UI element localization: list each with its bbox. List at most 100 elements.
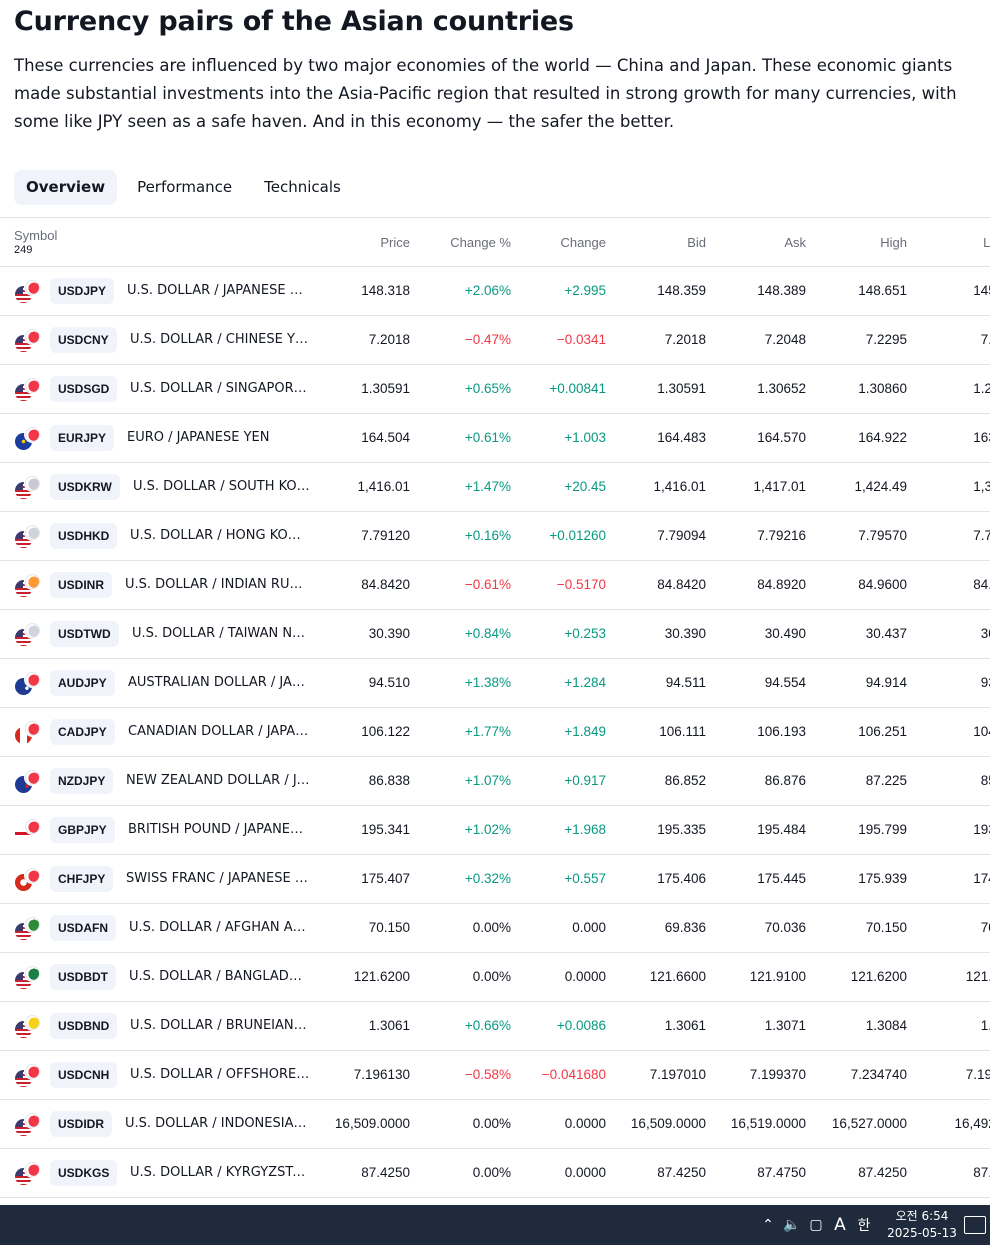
cell-bid: 7.197010 (649, 1067, 706, 1082)
symbol-badge[interactable]: USDCNY (50, 327, 117, 353)
currency-flags-icon (14, 1112, 41, 1137)
pair-description[interactable]: U.S. DOLLAR / BRUNEIAN D... (130, 1018, 310, 1033)
pair-description[interactable]: U.S. DOLLAR / OFFSHORE C... (130, 1067, 310, 1082)
symbol-badge[interactable]: USDINR (50, 572, 113, 598)
column-header-low[interactable]: Low (983, 235, 990, 250)
symbol-badge[interactable]: USDCNH (50, 1062, 118, 1088)
cell-change: −0.0341 (556, 332, 606, 347)
pair-description[interactable]: U.S. DOLLAR / AFGHAN AFG... (129, 920, 310, 935)
table-row[interactable]: USDHKD U.S. DOLLAR / HONG KONG ... 7.79120… (0, 512, 990, 561)
symbol-badge[interactable]: USDKGS (50, 1160, 118, 1186)
symbol-badge[interactable]: CADJPY (50, 719, 115, 745)
currency-flags-icon (14, 475, 41, 500)
table-row[interactable]: USDSGD U.S. DOLLAR / SINGAPORE D... 1.3059… (0, 365, 990, 414)
pair-description[interactable]: BRITISH POUND / JAPANESE ... (128, 822, 310, 837)
symbol-badge[interactable]: USDAFN (50, 915, 116, 941)
symbol-header[interactable]: Symbol 249 (14, 228, 57, 258)
cell-change-pct: +0.84% (464, 626, 511, 641)
pair-description[interactable]: U.S. DOLLAR / JAPANESE YEN (127, 283, 310, 298)
pair-description[interactable]: AUSTRALIAN DOLLAR / JAPA... (128, 675, 310, 690)
symbol-badge[interactable]: NZDJPY (50, 768, 114, 794)
table-row[interactable]: USDBND U.S. DOLLAR / BRUNEIAN D... 1.3061 +… (0, 1002, 990, 1051)
pair-description[interactable]: U.S. DOLLAR / TAIWAN NEW... (132, 626, 310, 641)
notification-icon[interactable] (964, 1216, 986, 1234)
symbol-badge[interactable]: USDTWD (50, 621, 119, 647)
symbol-badge[interactable]: USDBND (50, 1013, 118, 1039)
column-header-change[interactable]: Change (560, 235, 606, 250)
clock-time: 오전 6:54 (895, 1209, 949, 1223)
cell-high: 195.799 (858, 822, 907, 837)
column-header-ask[interactable]: Ask (784, 235, 806, 250)
twd-flag-icon (24, 622, 41, 639)
pair-description[interactable]: CANADIAN DOLLAR / JAPANE... (128, 724, 310, 739)
cell-ask: 1.3071 (764, 1018, 806, 1033)
currency-flags-icon (14, 426, 41, 451)
table-row[interactable]: USDBDT U.S. DOLLAR / BANGLADESH... 121.620… (0, 953, 990, 1002)
symbol-badge[interactable]: EURJPY (50, 425, 115, 451)
tab-overview[interactable]: Overview (14, 170, 118, 205)
column-header-change-pct[interactable]: Change % (450, 235, 511, 250)
table-row[interactable]: USDCNH U.S. DOLLAR / OFFSHORE C... 7.19613… (0, 1051, 990, 1100)
symbol-badge[interactable]: USDHKD (50, 523, 118, 549)
ime-language-indicator[interactable]: 한 (857, 1218, 871, 1234)
table-row[interactable]: USDCNY U.S. DOLLAR / CHINESE YUAN 7.2018 −0… (0, 316, 990, 365)
symbol-badge[interactable]: USDKRW (50, 474, 120, 500)
cell-change: 0.0000 (564, 1165, 606, 1180)
taskbar: ⌃ 🔈 ▢ A 한 오전 6:54 2025-05-13 (0, 1205, 990, 1245)
pair-description[interactable]: NEW ZEALAND DOLLAR / JA... (126, 773, 310, 788)
table-row[interactable]: GBPJPY BRITISH POUND / JAPANESE ... 195.34… (0, 806, 990, 855)
symbol-badge[interactable]: USDSGD (50, 376, 118, 402)
chevron-up-icon[interactable]: ⌃ (762, 1217, 774, 1233)
symbol-badge[interactable]: CHFJPY (50, 866, 114, 892)
volume-icon[interactable]: 🔈 (783, 1217, 801, 1233)
pair-description[interactable]: U.S. DOLLAR / CHINESE YUAN (130, 332, 310, 347)
currency-flags-icon (14, 671, 41, 696)
clock[interactable]: 오전 6:54 2025-05-13 (886, 1208, 958, 1242)
cell-change: +0.557 (564, 871, 606, 886)
pair-description[interactable]: U.S. DOLLAR / BANGLADESH... (129, 969, 310, 984)
table-row[interactable]: USDIDR U.S. DOLLAR / INDONESIAN ... 16,509… (0, 1100, 990, 1149)
cell-change-pct: 0.00% (472, 1116, 511, 1131)
table-row[interactable]: CADJPY CANADIAN DOLLAR / JAPANE... 106.122… (0, 708, 990, 757)
table-row[interactable]: USDTWD U.S. DOLLAR / TAIWAN NEW... 30.390 +… (0, 610, 990, 659)
symbol-badge[interactable]: AUDJPY (50, 670, 115, 696)
pair-description[interactable]: U.S. DOLLAR / KYRGYZSTAN... (130, 1165, 310, 1180)
ime-mode-indicator[interactable]: A (834, 1215, 846, 1235)
column-header-price[interactable]: Price (380, 235, 410, 250)
cell-change: +1.284 (564, 675, 606, 690)
pair-description[interactable]: U.S. DOLLAR / HONG KONG ... (130, 528, 310, 543)
column-header-high[interactable]: High (880, 235, 907, 250)
tab-performance[interactable]: Performance (137, 178, 233, 196)
pair-description[interactable]: EURO / JAPANESE YEN (127, 430, 270, 445)
table-row[interactable]: USDINR U.S. DOLLAR / INDIAN RUPEE 84.8420 −… (0, 561, 990, 610)
table-row[interactable]: USDJPY U.S. DOLLAR / JAPANESE YEN 148.318 +… (0, 267, 990, 316)
symbol-badge[interactable]: USDBDT (50, 964, 116, 990)
pair-description[interactable]: U.S. DOLLAR / SOUTH KORE... (133, 479, 310, 494)
cell-low: 1.296 (973, 381, 990, 396)
pair-description[interactable]: U.S. DOLLAR / SINGAPORE D... (130, 381, 310, 396)
cell-change-pct: +1.47% (464, 479, 511, 494)
network-icon[interactable]: ▢ (809, 1217, 823, 1233)
table-row[interactable]: USDAFN U.S. DOLLAR / AFGHAN AFG... 70.150 0… (0, 904, 990, 953)
cell-change-pct: +0.32% (464, 871, 511, 886)
symbol-badge[interactable]: USDJPY (50, 278, 115, 304)
cell-bid: 16,509.0000 (630, 1116, 706, 1131)
table-row[interactable]: CHFJPY SWISS FRANC / JAPANESE YEN 175.407 +… (0, 855, 990, 904)
page: Currency pairs of the Asian countries Th… (0, 6, 990, 1198)
pair-description[interactable]: SWISS FRANC / JAPANESE YEN (126, 871, 310, 886)
symbol-badge[interactable]: USDIDR (50, 1111, 113, 1137)
cell-low: 7.1924 (965, 1067, 990, 1082)
table-row[interactable]: AUDJPY AUSTRALIAN DOLLAR / JAPA... 94.510 +… (0, 659, 990, 708)
table-row[interactable]: NZDJPY NEW ZEALAND DOLLAR / JA... 86.838 +1… (0, 757, 990, 806)
column-header-bid[interactable]: Bid (687, 235, 706, 250)
tab-technicals[interactable]: Technicals (264, 178, 341, 196)
pair-description[interactable]: U.S. DOLLAR / INDONESIAN ... (125, 1116, 310, 1131)
table-row[interactable]: EURJPY EURO / JAPANESE YEN 164.504 +0.61% +1… (0, 414, 990, 463)
table-row[interactable]: USDKRW U.S. DOLLAR / SOUTH KORE... 1,416.0… (0, 463, 990, 512)
cell-change-pct: 0.00% (472, 920, 511, 935)
cell-low: 7.776 (973, 528, 990, 543)
pair-description[interactable]: U.S. DOLLAR / INDIAN RUPEE (125, 577, 310, 592)
symbol-badge[interactable]: GBPJPY (50, 817, 115, 843)
table-row[interactable]: USDKGS U.S. DOLLAR / KYRGYZSTAN... 87.4250… (0, 1149, 990, 1198)
cell-bid: 86.852 (664, 773, 706, 788)
